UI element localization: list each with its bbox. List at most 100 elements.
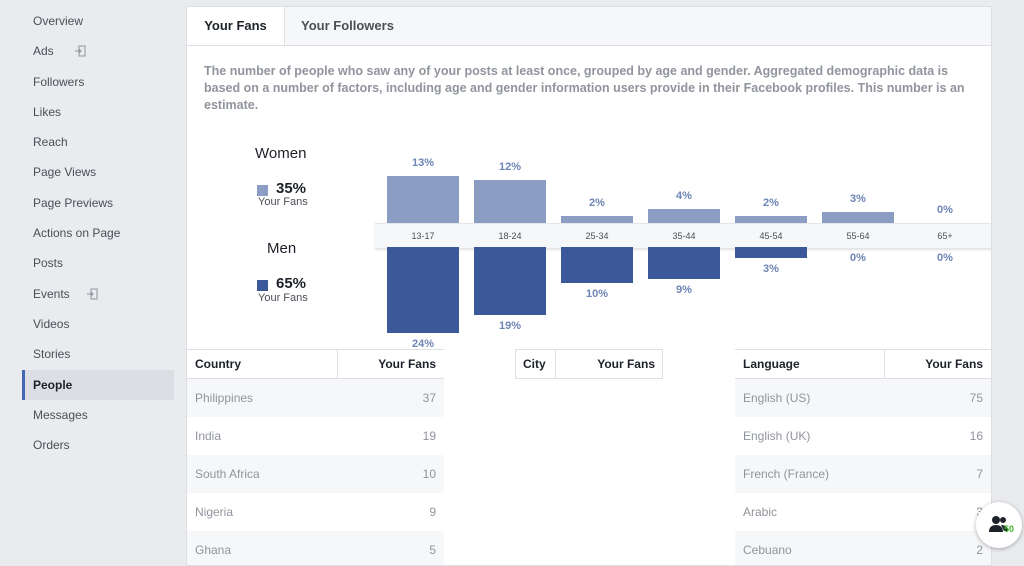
row-value: 2 — [976, 543, 983, 557]
women-pct-label: 0% — [937, 204, 953, 216]
table-row: French (France) 7 — [735, 455, 991, 493]
women-pct-label: 2% — [589, 196, 605, 209]
men-bar[interactable] — [735, 247, 807, 258]
women-bar[interactable] — [822, 212, 894, 223]
row-value: 5 — [429, 543, 436, 557]
sidebar-item-reach[interactable]: Reach — [22, 127, 174, 157]
external-link-icon — [75, 45, 86, 57]
fab-count-badge: 50 — [1004, 524, 1015, 534]
sidebar-item-messages[interactable]: Messages — [22, 400, 174, 430]
column-header-your-fans[interactable]: Your Fans — [597, 357, 655, 371]
men-bar[interactable] — [648, 247, 720, 280]
age-tick-label: 13-17 — [411, 231, 435, 241]
sidebar-item-videos[interactable]: Videos — [22, 309, 174, 339]
external-link-icon — [87, 288, 98, 300]
column-divider — [337, 350, 338, 378]
sidebar-item-label: Posts — [33, 256, 64, 271]
legend-women-title: Women — [255, 145, 307, 162]
sidebar-item-stories[interactable]: Stories — [22, 339, 174, 369]
sidebar-item-people[interactable]: People — [22, 369, 174, 400]
legend-women-swatch — [257, 185, 268, 196]
legend-men-pct: 65% — [276, 275, 307, 292]
men-bar[interactable] — [474, 247, 546, 316]
sidebar-item-label: Events — [33, 286, 70, 301]
sidebar-item-label: Followers — [33, 74, 85, 89]
legend-men-swatch — [257, 280, 268, 291]
legend-women-pct: 35% — [276, 180, 307, 197]
women-bar[interactable] — [474, 179, 546, 223]
women-bar[interactable] — [387, 176, 459, 223]
men-pct-label: 24% — [411, 338, 435, 351]
people-fab-button[interactable]: 50 — [976, 502, 1022, 548]
men-pct-label: 0% — [937, 252, 953, 264]
men-bar[interactable] — [387, 247, 459, 334]
city-table: City Your Fans — [515, 349, 663, 379]
row-label: French (France) — [743, 467, 830, 481]
row-label: English (US) — [743, 391, 811, 405]
tab-your-followers[interactable]: Your Followers — [301, 18, 394, 33]
women-pct-label: 13% — [411, 157, 435, 170]
people-panel: Your Fans Your Followers The number of p… — [186, 6, 992, 566]
column-divider — [662, 350, 663, 378]
age-tick-label: 18-24 — [498, 231, 522, 241]
row-label: Cebuano — [743, 543, 792, 557]
column-header-your-fans[interactable]: Your Fans — [925, 357, 983, 371]
sidebar-item-posts[interactable]: Posts — [22, 248, 174, 278]
sidebar-item-label: Ads — [33, 44, 54, 59]
column-header-language[interactable]: Language — [743, 357, 800, 371]
sidebar-item-actions-on-page[interactable]: Actions on Page — [22, 218, 174, 248]
sidebar-item-page-views[interactable]: Page Views — [22, 157, 174, 187]
women-bar[interactable] — [648, 208, 720, 223]
table-row: English (US) 75 — [735, 379, 991, 417]
women-pct-label: 4% — [676, 189, 692, 202]
sidebar-nav: Overview Ads Followers Likes Reach Page … — [22, 6, 174, 460]
table-row: English (UK) 16 — [735, 417, 991, 455]
legend-women-sub: Your Fans — [258, 196, 308, 208]
row-value: 19 — [422, 429, 436, 443]
column-header-city[interactable]: City — [523, 357, 546, 371]
legend-men-title: Men — [267, 240, 297, 257]
age-tick-label: 65+ — [937, 231, 953, 241]
sidebar-item-label: People — [33, 377, 73, 392]
sidebar-item-followers[interactable]: Followers — [22, 67, 174, 97]
table-row: Nigeria 9 — [187, 493, 444, 531]
row-value: 7 — [976, 467, 983, 481]
age-tick-label: 55-64 — [846, 231, 870, 241]
table-header: Language Your Fans — [735, 349, 991, 379]
sidebar-item-label: Page Views — [33, 165, 97, 180]
row-label: India — [195, 429, 222, 443]
age-tick-label: 25-34 — [585, 231, 609, 241]
column-divider — [515, 350, 516, 378]
table-row: Ghana 5 — [187, 531, 444, 565]
description-text: The number of people who saw any of your… — [204, 64, 965, 112]
sidebar-item-likes[interactable]: Likes — [22, 97, 174, 127]
table-header: Country Your Fans — [187, 349, 444, 379]
sidebar-item-label: Likes — [33, 104, 62, 119]
column-header-your-fans[interactable]: Your Fans — [378, 357, 436, 371]
sidebar-item-label: Stories — [33, 347, 71, 362]
row-value: 9 — [429, 505, 436, 519]
men-pct-label: 3% — [763, 262, 779, 275]
sidebar-item-page-previews[interactable]: Page Previews — [22, 188, 174, 218]
table-header: City Your Fans — [515, 349, 663, 379]
men-pct-label: 19% — [498, 320, 522, 333]
sidebar-item-orders[interactable]: Orders — [22, 430, 174, 460]
age-tick-label: 45-54 — [759, 231, 783, 241]
language-table: Language Your Fans English (US) 75 English… — [735, 349, 991, 565]
women-pct-label: 12% — [498, 160, 522, 173]
women-bar[interactable] — [735, 215, 807, 223]
sidebar-item-label: Reach — [33, 135, 68, 150]
table-row: Philippines 37 — [187, 379, 444, 417]
sidebar-item-events[interactable]: Events — [22, 279, 174, 309]
tab-your-fans[interactable]: Your Fans — [187, 7, 285, 45]
women-bar[interactable] — [561, 215, 633, 223]
sidebar-item-ads[interactable]: Ads — [22, 36, 174, 66]
men-bar[interactable] — [561, 247, 633, 283]
table-row: Arabic3 — [735, 493, 991, 531]
tab-bar: Your Fans Your Followers — [187, 7, 991, 46]
column-header-country[interactable]: Country — [195, 357, 241, 371]
women-pct-label: 3% — [850, 193, 866, 206]
sidebar-item-label: Videos — [33, 316, 70, 331]
sidebar-item-overview[interactable]: Overview — [22, 6, 174, 36]
row-value: 16 — [969, 429, 983, 443]
